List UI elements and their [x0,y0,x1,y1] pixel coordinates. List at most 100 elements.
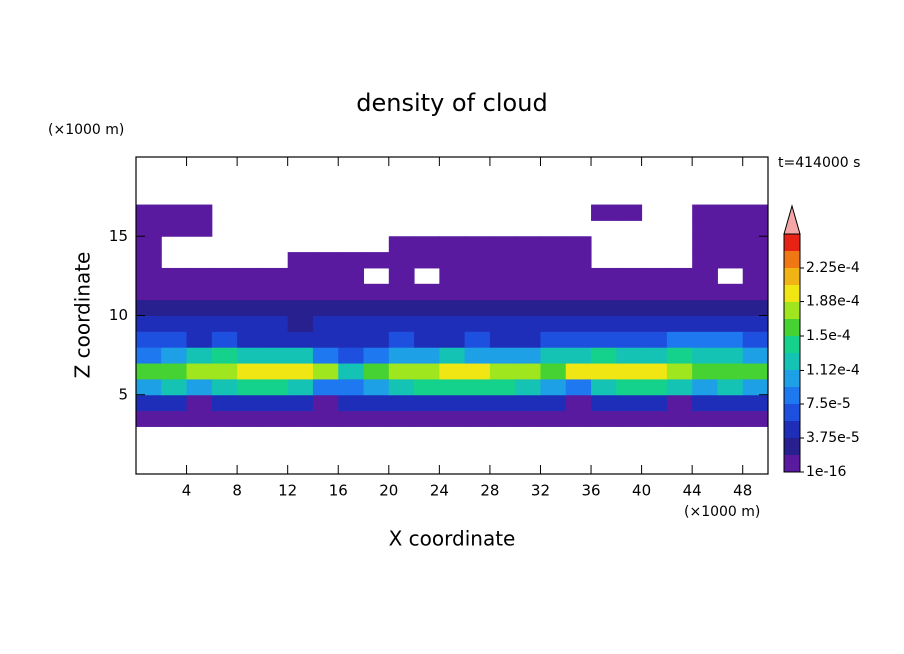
contour-cell [136,347,162,364]
contour-cell [414,236,440,253]
contour-cell [363,378,390,396]
colorbar-band [784,421,800,438]
x-tick-label: 8 [232,482,242,500]
contour-cell [742,252,769,269]
contour-cell [262,267,289,285]
contour-cell [565,252,592,269]
contour-cell [262,363,289,380]
contour-cell [388,236,415,253]
colorbar-band [784,353,800,370]
time-label: t=414000 s [778,155,860,171]
x-unit: (×1000 m) [684,504,760,520]
contour-cell [540,315,567,332]
contour-cell [262,331,289,348]
contour-cell [363,252,390,269]
contour-cell [414,283,440,301]
contour-cell [616,394,643,412]
contour-cell [136,220,162,237]
contour-cell [489,378,516,396]
contour-cell [515,378,541,396]
contour-cell [262,347,289,364]
contour-cell [666,267,693,285]
contour-cell [186,267,213,285]
y-tick-label: 15 [109,227,128,245]
contour-cell [641,331,668,348]
contour-cell [439,283,466,301]
colorbar-band [784,268,800,285]
contour-cell [692,410,718,427]
contour-cell [666,410,693,427]
contour-cell [312,378,339,396]
colorbar-frame [783,233,801,473]
contour-cell [717,299,744,316]
contour-cell [565,267,592,285]
contour-cell [616,315,643,332]
contour-cell [439,394,466,412]
colorbar-band [784,370,800,387]
contour-cell [641,410,668,427]
contour-cell [414,378,440,396]
contour-cell [211,410,238,427]
contour-cell [136,363,162,380]
contour-cell [540,299,567,316]
contour-cell [338,347,365,364]
contour-cell [540,378,567,396]
contour-cell [616,331,643,348]
contour-cell [161,267,188,285]
contour-cell [388,363,415,380]
contour-cell [565,283,592,301]
colorbar-extension [783,204,801,235]
contour-cell [742,363,769,380]
contour-cell [287,347,314,364]
colorbar-band [784,455,800,472]
contour-cell [186,347,213,364]
contour-cell [692,315,718,332]
contour-cell [439,410,466,427]
contour-cell [262,315,289,332]
contour-cell [414,299,440,316]
contour-cell [515,331,541,348]
contour-cell [742,378,769,396]
contour-cell [211,331,238,348]
contour-cell [565,363,592,380]
contour-cell [489,347,516,364]
contour-cell [464,299,491,316]
x-axis-label: X coordinate [389,527,516,551]
contour-cell [515,236,541,253]
contour-cell [742,204,769,221]
x-tick-label: 40 [632,482,651,500]
contour-cell [464,394,491,412]
contour-cell [540,394,567,412]
contour-cell [237,315,263,332]
contour-cell [591,363,617,380]
x-tick-label: 44 [683,482,702,500]
contour-cell [186,378,213,396]
contour-cell [515,347,541,364]
contour-cell [540,363,567,380]
contour-cell [186,394,213,412]
contour-cell [186,299,213,316]
contour-cell [742,410,769,427]
contour-cell [262,378,289,396]
contour-cell [641,299,668,316]
contour-cell [338,394,365,412]
contour-cell [591,331,617,348]
colorbar-band [784,336,800,353]
contour-cell [312,283,339,301]
contour-cell [515,252,541,269]
contour-cell [717,283,744,301]
contour-cell [161,410,188,427]
contour-cell [338,315,365,332]
contour-cell [692,378,718,396]
contour-cell [136,204,162,221]
contour-cell [666,378,693,396]
contour-cell [287,283,314,301]
colorbar-band [784,251,800,268]
contour-cell [338,410,365,427]
contour-cell [489,236,516,253]
contour-cell [211,283,238,301]
contour-cell [161,315,188,332]
contour-cell [616,299,643,316]
contour-cell [287,378,314,396]
y-tick-label: 10 [109,306,128,324]
